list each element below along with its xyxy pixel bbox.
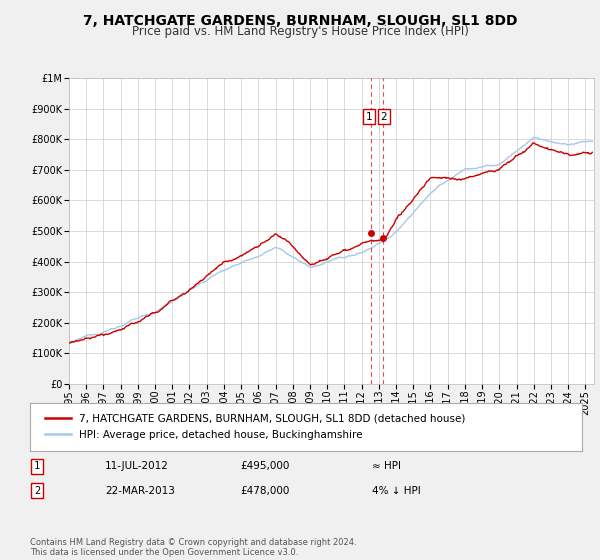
Text: £495,000: £495,000 <box>240 461 289 472</box>
Text: 1: 1 <box>34 461 40 472</box>
Text: 7, HATCHGATE GARDENS, BURNHAM, SLOUGH, SL1 8DD: 7, HATCHGATE GARDENS, BURNHAM, SLOUGH, S… <box>83 14 517 28</box>
Text: ≈ HPI: ≈ HPI <box>372 461 401 472</box>
Text: Price paid vs. HM Land Registry's House Price Index (HPI): Price paid vs. HM Land Registry's House … <box>131 25 469 38</box>
Text: 2: 2 <box>34 486 40 496</box>
Text: Contains HM Land Registry data © Crown copyright and database right 2024.
This d: Contains HM Land Registry data © Crown c… <box>30 538 356 557</box>
Text: 22-MAR-2013: 22-MAR-2013 <box>105 486 175 496</box>
Text: 4% ↓ HPI: 4% ↓ HPI <box>372 486 421 496</box>
Text: 2: 2 <box>380 111 388 122</box>
Legend: 7, HATCHGATE GARDENS, BURNHAM, SLOUGH, SL1 8DD (detached house), HPI: Average pr: 7, HATCHGATE GARDENS, BURNHAM, SLOUGH, S… <box>41 410 470 444</box>
Text: 1: 1 <box>366 111 373 122</box>
Text: 11-JUL-2012: 11-JUL-2012 <box>105 461 169 472</box>
Text: £478,000: £478,000 <box>240 486 289 496</box>
